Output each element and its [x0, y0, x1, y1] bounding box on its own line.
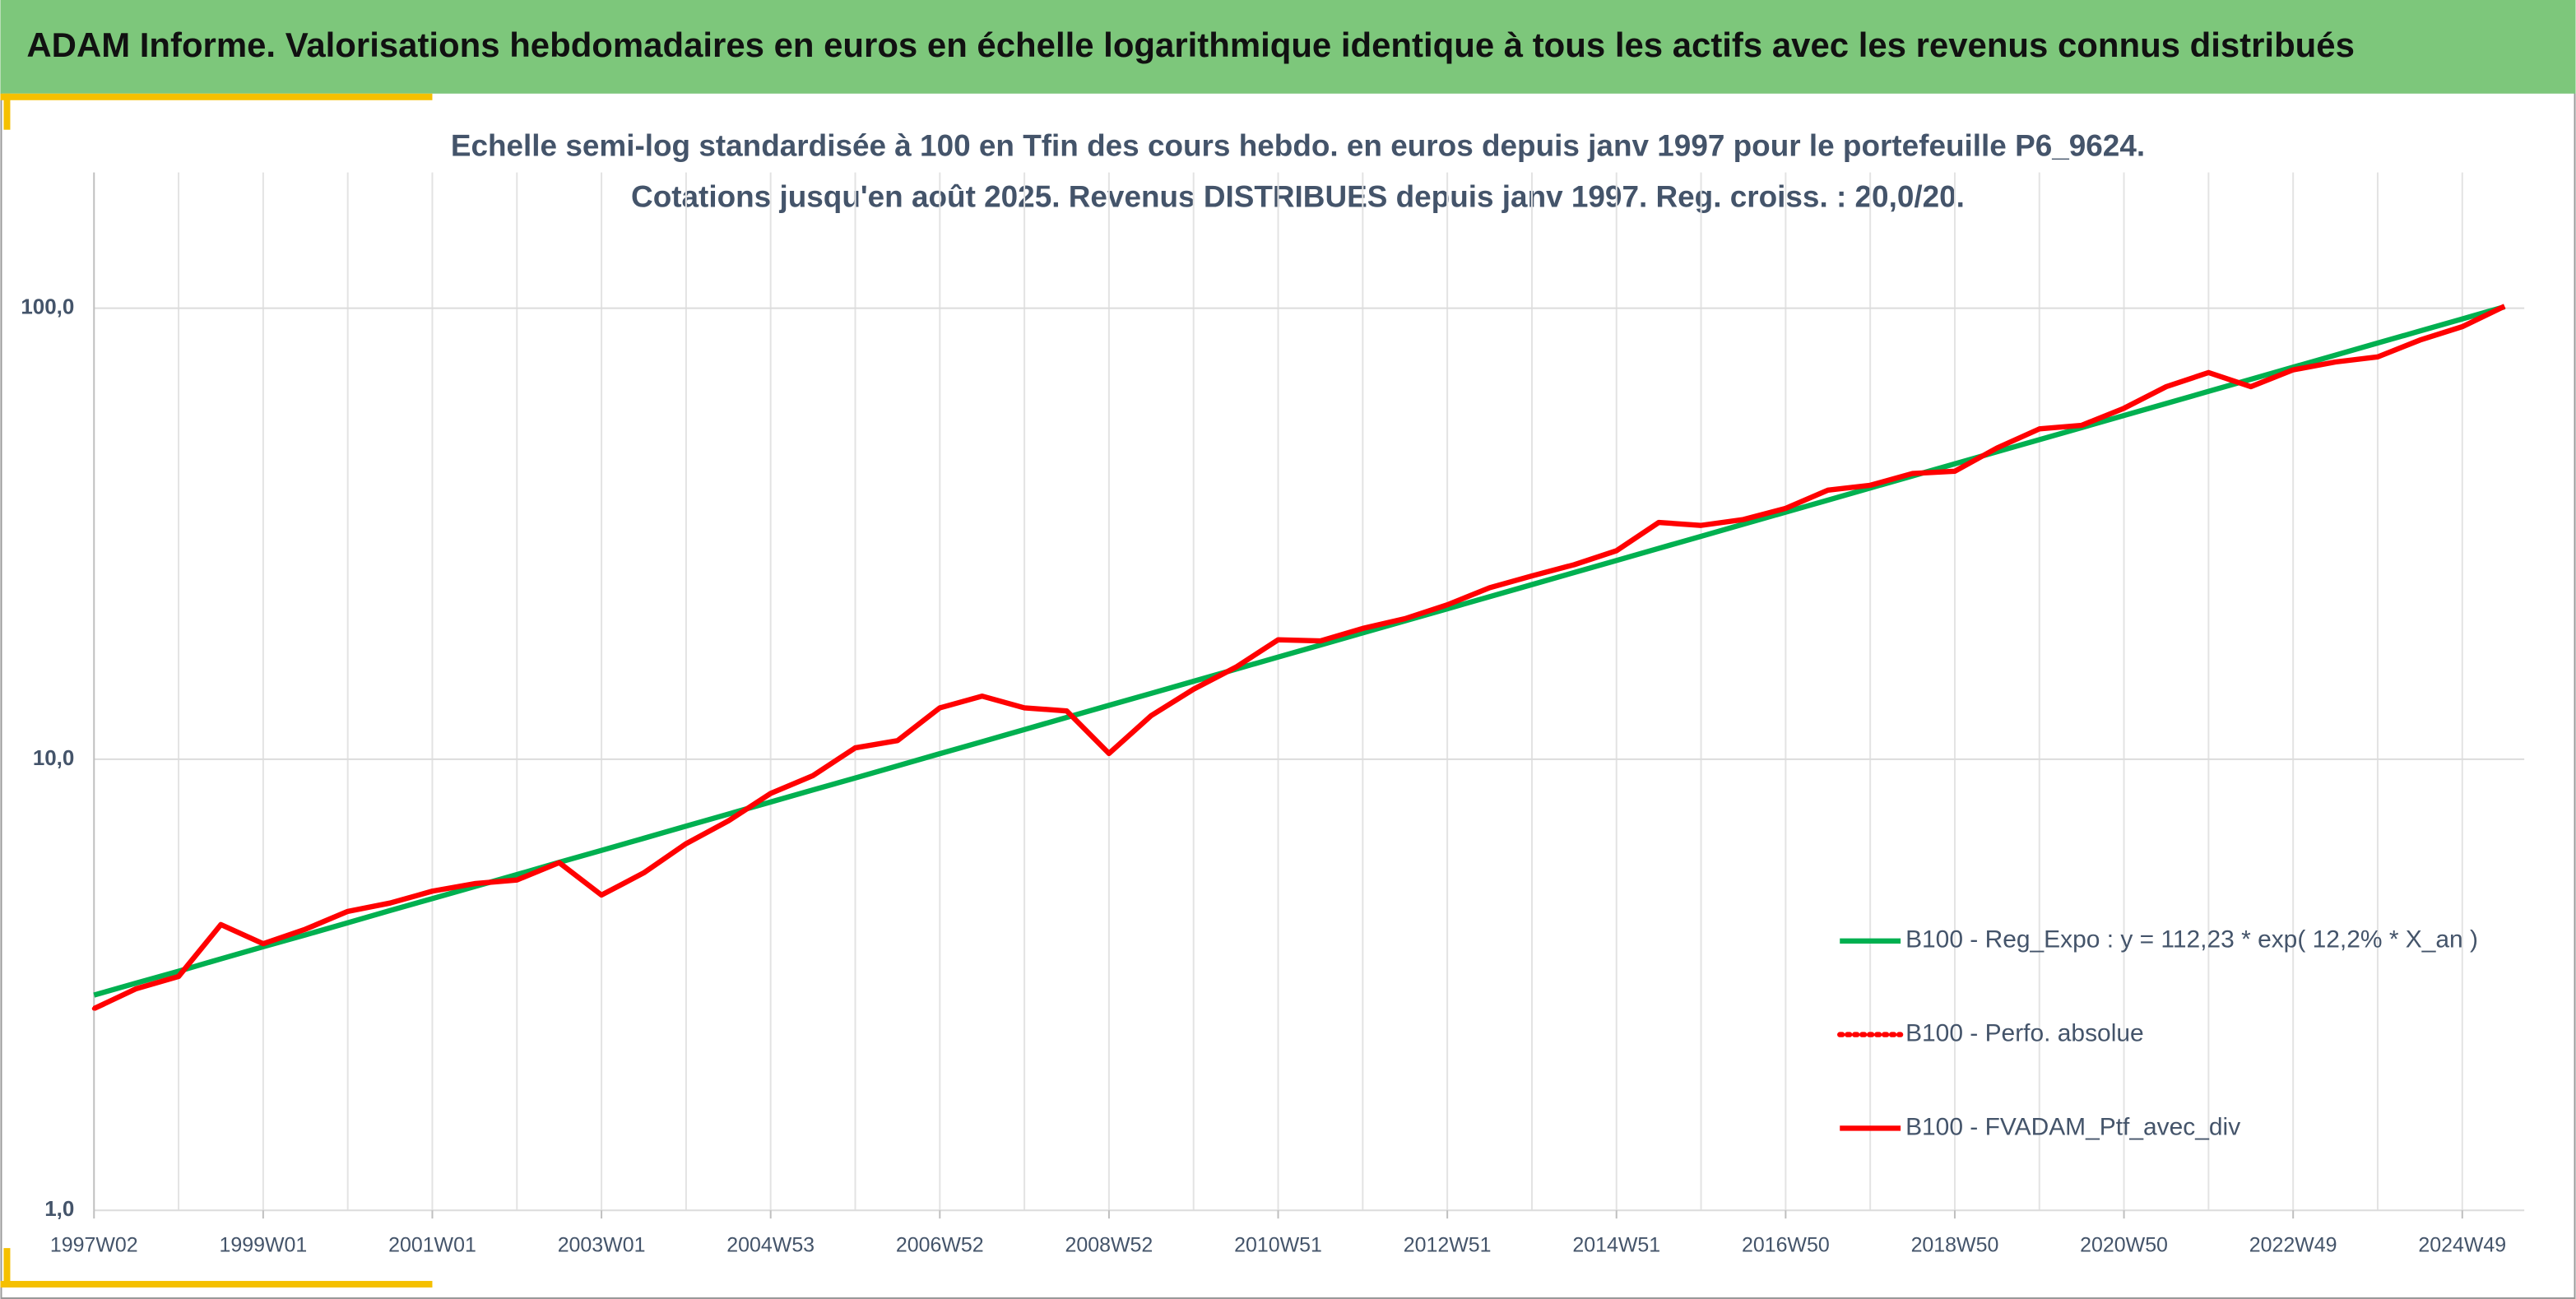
corner-accent — [0, 93, 433, 100]
x-tick-label: 2012W51 — [1404, 1234, 1492, 1257]
x-tick-label: 2014W51 — [1572, 1234, 1660, 1257]
corner-accent — [0, 1281, 433, 1288]
legend-label: B100 - Perfo. absolue — [1905, 1020, 2144, 1047]
x-tick-label: 2008W52 — [1065, 1234, 1153, 1257]
corner-accent — [3, 93, 11, 130]
x-tick-label: 2018W50 — [1911, 1234, 1999, 1257]
legend-label: B100 - Reg_Expo : y = 112,23 * exp( 12,2… — [1905, 926, 2478, 953]
corner-accent — [3, 1248, 11, 1285]
chart-title: Echelle semi-log standardisée à 100 en T… — [451, 128, 2145, 162]
x-tick-label: 1999W01 — [219, 1234, 307, 1257]
x-tick-label: 2001W01 — [388, 1234, 476, 1257]
legend-label: B100 - FVADAM_Ptf_avec_div — [1905, 1113, 2240, 1140]
series-line — [92, 304, 2506, 1011]
x-tick-label: 2016W50 — [1742, 1234, 1830, 1257]
y-tick-label: 1,0 — [44, 1198, 74, 1221]
chart-subtitle: Cotations jusqu'en août 2025. Revenus DI… — [631, 179, 1965, 213]
y-tick-label: 100,0 — [21, 296, 74, 319]
x-tick-label: 2003W01 — [558, 1234, 646, 1257]
x-tick-label: 2006W52 — [896, 1234, 984, 1257]
header-bar — [0, 0, 2576, 94]
header-title: ADAM Informe. Valorisations hebdomadaire… — [26, 26, 2354, 64]
y-tick-label: 10,0 — [33, 747, 74, 770]
x-tick-label: 2010W51 — [1234, 1234, 1322, 1257]
x-tick-label: 1997W02 — [50, 1234, 138, 1257]
x-tick-label: 2022W49 — [2249, 1234, 2337, 1257]
x-tick-label: 2020W50 — [2080, 1234, 2168, 1257]
x-tick-label: 2024W49 — [2418, 1234, 2506, 1257]
x-tick-label: 2004W53 — [726, 1234, 815, 1257]
